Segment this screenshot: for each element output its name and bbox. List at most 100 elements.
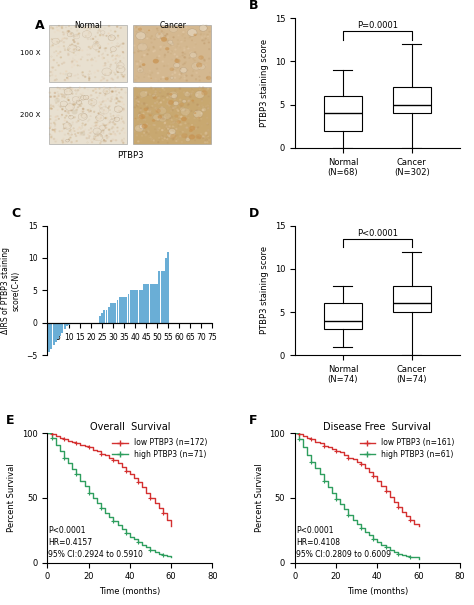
Circle shape bbox=[111, 78, 112, 79]
Circle shape bbox=[99, 134, 100, 135]
Circle shape bbox=[97, 135, 99, 136]
Circle shape bbox=[194, 47, 195, 48]
Circle shape bbox=[134, 45, 135, 46]
Circle shape bbox=[143, 36, 144, 37]
Circle shape bbox=[106, 117, 107, 119]
Circle shape bbox=[153, 96, 157, 99]
Circle shape bbox=[181, 117, 187, 121]
Circle shape bbox=[76, 35, 78, 36]
Circle shape bbox=[138, 80, 139, 81]
Circle shape bbox=[174, 114, 178, 118]
Circle shape bbox=[138, 141, 139, 142]
Circle shape bbox=[138, 69, 139, 70]
Circle shape bbox=[178, 139, 179, 140]
Circle shape bbox=[190, 37, 191, 38]
Circle shape bbox=[199, 25, 207, 31]
Circle shape bbox=[164, 65, 165, 67]
Circle shape bbox=[138, 27, 142, 31]
Circle shape bbox=[137, 64, 138, 65]
Circle shape bbox=[120, 97, 121, 98]
Circle shape bbox=[122, 76, 123, 77]
Circle shape bbox=[91, 60, 92, 61]
Circle shape bbox=[105, 93, 106, 94]
Circle shape bbox=[191, 62, 201, 70]
Circle shape bbox=[96, 41, 97, 42]
Circle shape bbox=[79, 127, 80, 128]
Circle shape bbox=[181, 41, 182, 42]
Circle shape bbox=[187, 137, 188, 139]
Circle shape bbox=[93, 45, 94, 46]
Circle shape bbox=[155, 78, 156, 79]
Circle shape bbox=[78, 120, 79, 121]
Bar bbox=[64, 323, 65, 329]
Circle shape bbox=[194, 36, 196, 37]
Circle shape bbox=[147, 108, 148, 109]
Circle shape bbox=[161, 110, 162, 111]
Circle shape bbox=[136, 99, 137, 100]
Bar bbox=[62, 323, 64, 333]
Circle shape bbox=[171, 94, 177, 99]
Circle shape bbox=[73, 45, 74, 46]
Circle shape bbox=[191, 75, 193, 76]
Circle shape bbox=[169, 118, 171, 119]
Circle shape bbox=[113, 122, 114, 123]
Circle shape bbox=[98, 51, 100, 52]
Circle shape bbox=[151, 38, 152, 39]
Circle shape bbox=[93, 128, 101, 134]
Bar bbox=[49, 87, 127, 144]
Circle shape bbox=[173, 101, 179, 105]
Circle shape bbox=[140, 89, 141, 90]
Circle shape bbox=[58, 65, 59, 66]
Circle shape bbox=[181, 41, 182, 42]
Circle shape bbox=[118, 101, 119, 102]
Circle shape bbox=[84, 125, 86, 126]
Circle shape bbox=[182, 100, 186, 103]
Circle shape bbox=[110, 140, 112, 142]
Circle shape bbox=[160, 125, 162, 126]
Circle shape bbox=[186, 127, 187, 128]
Bar bbox=[119, 297, 121, 323]
Circle shape bbox=[209, 58, 210, 59]
Circle shape bbox=[96, 92, 97, 93]
Text: 100 X: 100 X bbox=[20, 50, 41, 56]
Circle shape bbox=[148, 131, 149, 132]
Circle shape bbox=[154, 47, 155, 48]
Circle shape bbox=[137, 62, 138, 64]
Circle shape bbox=[184, 49, 185, 50]
Circle shape bbox=[195, 91, 204, 99]
Circle shape bbox=[121, 74, 122, 75]
Circle shape bbox=[187, 92, 188, 93]
Circle shape bbox=[73, 117, 74, 118]
Circle shape bbox=[82, 72, 83, 73]
Circle shape bbox=[144, 54, 145, 56]
Circle shape bbox=[74, 48, 75, 50]
Circle shape bbox=[112, 70, 113, 71]
Circle shape bbox=[152, 94, 155, 97]
Circle shape bbox=[180, 107, 185, 111]
Circle shape bbox=[67, 32, 73, 37]
Bar bbox=[55, 323, 57, 342]
Circle shape bbox=[179, 74, 180, 75]
Circle shape bbox=[180, 64, 181, 65]
Circle shape bbox=[183, 53, 184, 54]
Circle shape bbox=[80, 131, 85, 136]
Circle shape bbox=[123, 76, 124, 77]
Circle shape bbox=[111, 42, 112, 44]
Circle shape bbox=[137, 114, 142, 117]
Circle shape bbox=[184, 92, 190, 97]
Circle shape bbox=[178, 35, 179, 36]
Circle shape bbox=[72, 110, 78, 114]
Circle shape bbox=[165, 122, 166, 123]
Circle shape bbox=[90, 48, 91, 49]
Circle shape bbox=[110, 119, 114, 122]
Circle shape bbox=[63, 123, 72, 129]
Circle shape bbox=[81, 103, 82, 104]
Bar bbox=[108, 307, 109, 323]
Circle shape bbox=[176, 128, 177, 129]
Circle shape bbox=[105, 65, 106, 66]
Circle shape bbox=[204, 60, 205, 61]
Circle shape bbox=[103, 113, 104, 114]
Circle shape bbox=[76, 100, 82, 105]
Text: P<0.0001
HR=0.4157
95% CI:0.2924 to 0.5910: P<0.0001 HR=0.4157 95% CI:0.2924 to 0.59… bbox=[48, 526, 143, 559]
Circle shape bbox=[49, 92, 51, 93]
